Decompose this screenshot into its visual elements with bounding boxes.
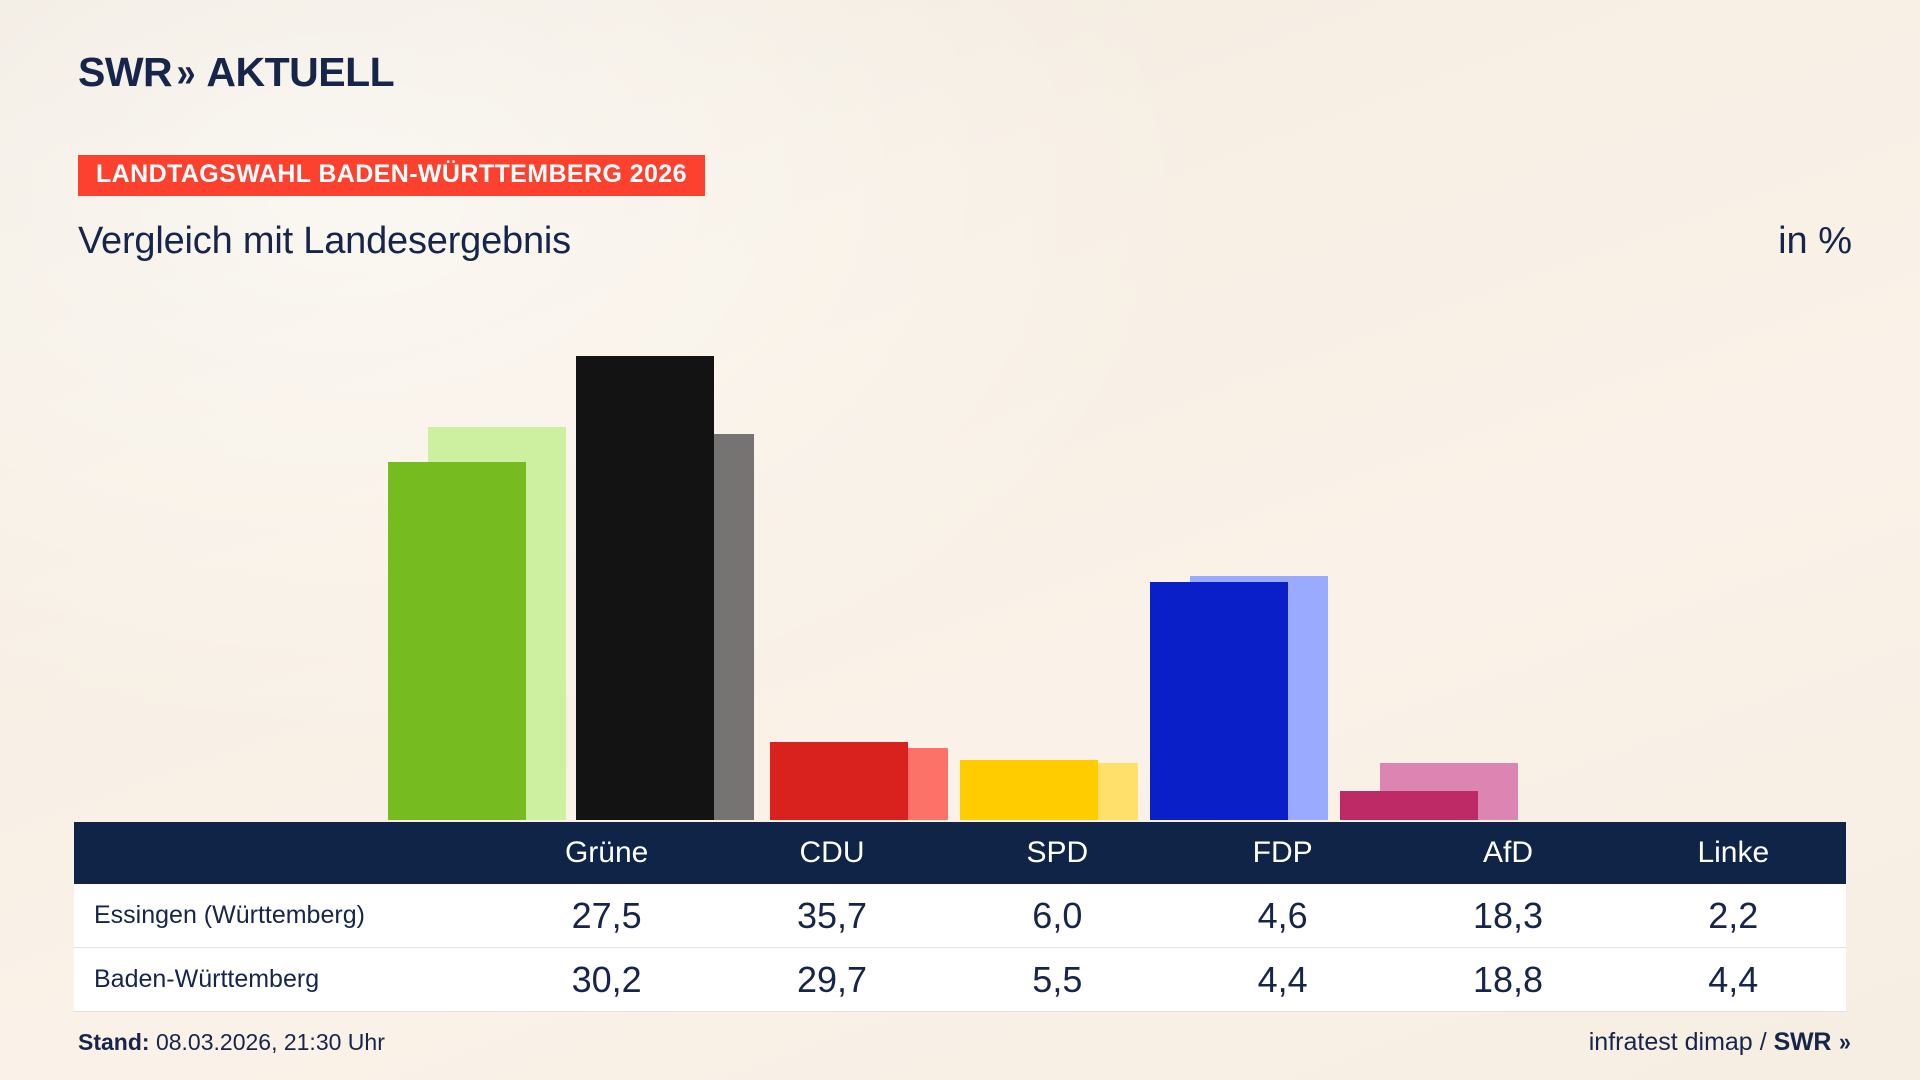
chart-footer: Stand: 08.03.2026, 21:30 Uhr infratest d… [78,1028,1852,1057]
bar-local-cdu [576,356,714,820]
value-local-fdp: 4,6 [1257,894,1308,936]
value-state-linke: 4,4 [1708,958,1759,1000]
bar-group-linke [1340,300,1530,820]
value-state-cdu: 29,7 [796,958,868,1000]
table-row: Essingen (Württemberg) 27,5 35,7 6,0 4,6… [74,884,1846,948]
value-state-gruene: 30,2 [571,958,642,1000]
source-separator: / [1759,1028,1767,1056]
value-local-linke: 2,2 [1708,894,1759,936]
swr-aktuell-logo: SWR » AKTUELL [78,49,395,96]
bar-group-fdp [960,300,1150,820]
row-label-state: Baden-Württemberg [94,965,320,993]
bar-group-cdu [576,300,766,820]
timestamp-label: Stand: [78,1029,150,1055]
column-header-fdp: FDP [1252,836,1313,869]
column-header-gruene: Grüne [564,836,649,869]
bar-local-linke [1340,791,1478,820]
timestamp-value: 08.03.2026, 21:30 Uhr [155,1029,385,1055]
double-chevron-icon: » [1839,1028,1851,1056]
election-banner-label: LANDTAGSWAHL BADEN-WÜRTTEMBERG 2026 [96,160,687,188]
timestamp: Stand: 08.03.2026, 21:30 Uhr [78,1029,385,1056]
bar-local-grne [388,462,526,820]
bar-local-spd [770,742,908,820]
row-label-local: Essingen (Württemberg) [94,901,365,929]
source-broadcaster: SWR [1773,1028,1832,1056]
value-state-afd: 18,8 [1472,958,1544,1000]
bar-local-afd [1150,582,1288,820]
bar-chart [78,300,1842,820]
results-table: Grüne CDU SPD FDP AfD Linke Essingen (Wü… [74,822,1846,1012]
table-header-row: Grüne CDU SPD FDP AfD Linke [74,822,1846,884]
value-local-spd: 6,0 [1032,894,1083,936]
value-local-cdu: 35,7 [796,894,868,936]
table-row: Baden-Württemberg 30,2 29,7 5,5 4,4 18,8… [74,948,1846,1012]
value-state-fdp: 4,4 [1257,958,1308,1000]
table-header-corner [74,822,494,884]
logo-swr-text: SWR [78,49,173,95]
bar-local-fdp [960,760,1098,820]
bar-group-afd [1150,300,1340,820]
double-chevron-icon: » [176,49,196,96]
election-banner: LANDTAGSWAHL BADEN-WÜRTTEMBERG 2026 [78,155,705,196]
column-header-spd: SPD [1026,836,1089,869]
value-local-gruene: 27,5 [571,894,642,936]
value-local-afd: 18,3 [1472,894,1544,936]
source-institute: infratest dimap [1588,1028,1753,1056]
page-title: Vergleich mit Landesergebnis [78,220,571,262]
logo-aktuell-text: AKTUELL [206,49,395,95]
value-state-spd: 5,5 [1032,958,1083,1000]
column-header-cdu: CDU [799,836,865,869]
bar-group-spd [770,300,960,820]
unit-label: in % [1778,220,1852,262]
bar-group-grne [388,300,578,820]
source-attribution: infratest dimap / SWR » [1589,1028,1852,1057]
column-header-afd: AfD [1482,836,1533,869]
column-header-linke: Linke [1697,836,1770,869]
